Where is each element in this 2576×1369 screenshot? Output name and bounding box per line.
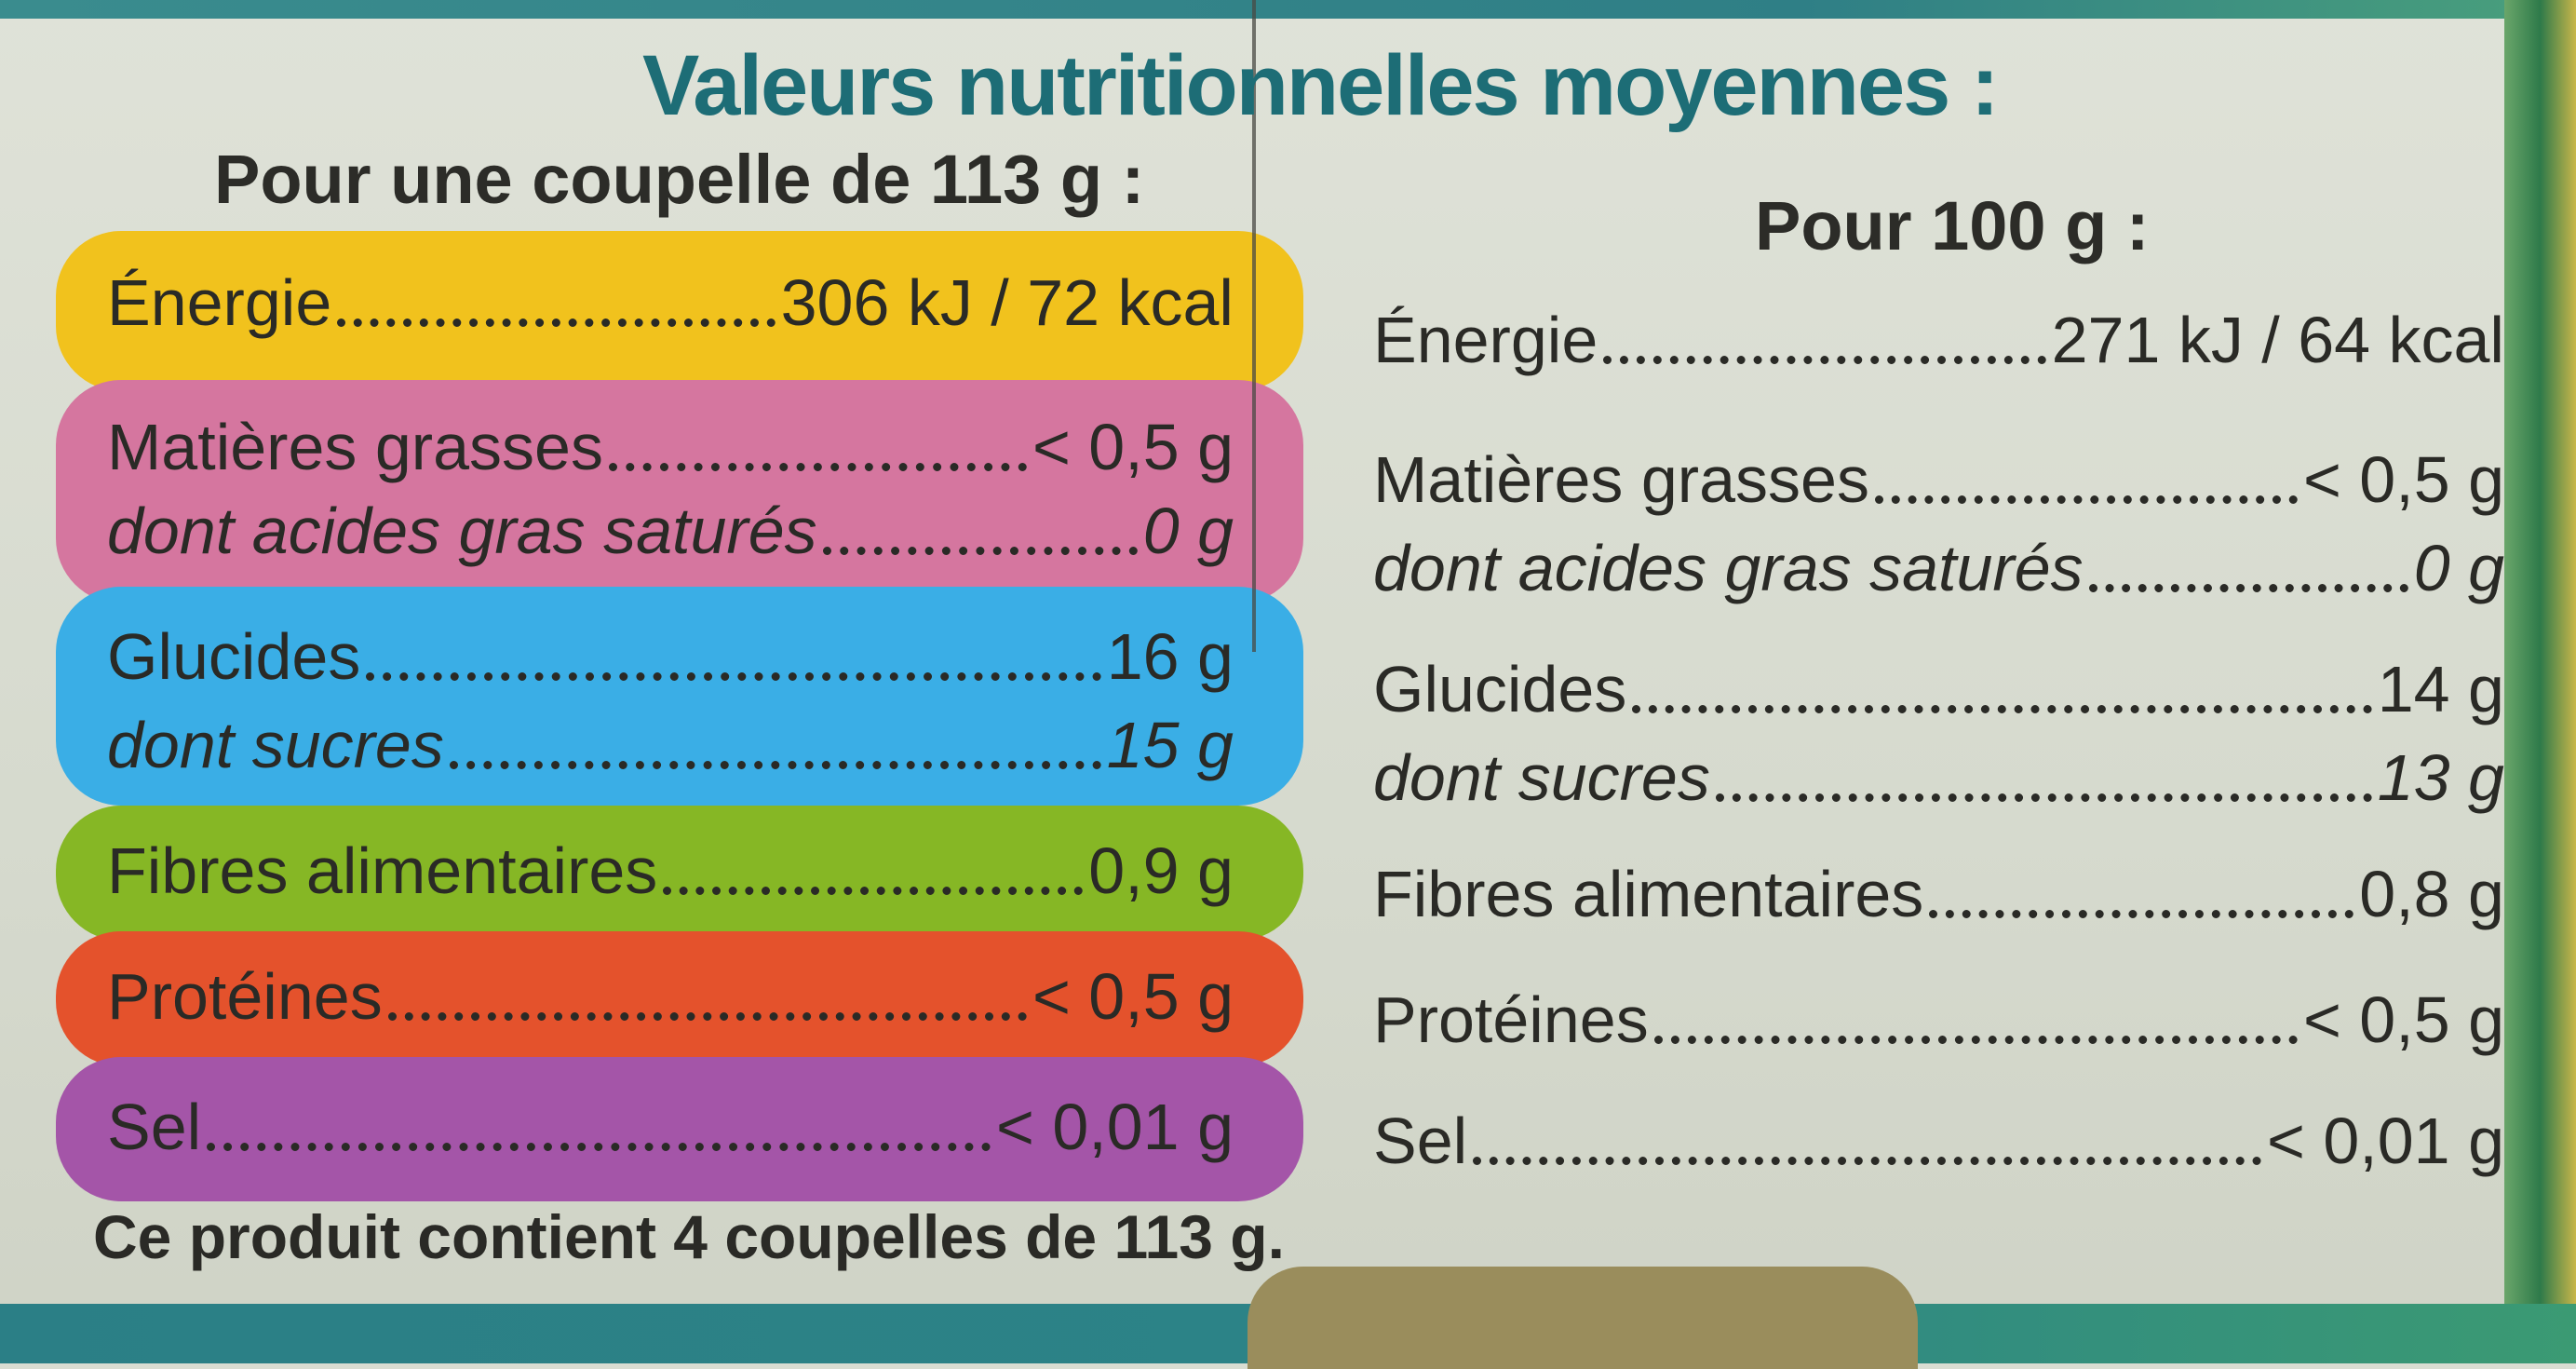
bottom-packaging-tab: [1248, 1267, 1918, 1369]
nutrient-value: 0,9 g: [1088, 834, 1234, 907]
energy-pill: [56, 231, 1303, 391]
nutrient-name: Sel: [107, 1091, 202, 1163]
portion-sugars-row: dont sucres 15 g: [107, 708, 1234, 782]
right-packaging-edge: [2504, 0, 2576, 1363]
leader-dots: [207, 1143, 991, 1151]
top-packaging-band: [0, 0, 2576, 19]
per100-sugars-row: dont sucres 13 g: [1373, 740, 2504, 815]
nutrient-value: 271 kJ / 64 kcal: [2051, 304, 2504, 376]
portion-fibre-row: Fibres alimentaires 0,9 g: [107, 834, 1234, 908]
leader-dots: [1874, 495, 2298, 504]
nutrient-name: Sel: [1373, 1105, 1468, 1177]
nutrient-name: Énergie: [107, 266, 332, 339]
nutrition-title: Valeurs nutritionnelles moyennes :: [642, 38, 2000, 133]
leader-dots: [663, 887, 1084, 895]
per100-energy-row: Énergie 271 kJ / 64 kcal: [1373, 303, 2504, 377]
portion-heading: Pour une coupelle de 113 g :: [214, 141, 1145, 218]
portion-salt-row: Sel < 0,01 g: [107, 1090, 1234, 1164]
nutrient-name: Matières grasses: [1373, 443, 1869, 516]
nutrient-value: 0 g: [2413, 532, 2504, 604]
nutrient-name: Énergie: [1373, 304, 1598, 376]
package-count-note: Ce produit contient 4 coupelles de 113 g…: [93, 1202, 1285, 1271]
portion-fat-row: Matières grasses < 0,5 g: [107, 410, 1234, 484]
leader-dots: [1632, 705, 2372, 713]
nutrient-value: 13 g: [2377, 741, 2504, 814]
nutrient-name: dont acides gras saturés: [107, 495, 817, 567]
nutrient-value: < 0,5 g: [2302, 983, 2504, 1056]
leader-dots: [1929, 910, 2354, 918]
nutrient-name: Glucides: [107, 620, 361, 693]
nutrient-value: < 0,5 g: [2302, 443, 2504, 516]
portion-carbs-row: Glucides 16 g: [107, 619, 1234, 694]
leader-dots: [449, 761, 1101, 769]
nutrient-value: 306 kJ / 72 kcal: [780, 266, 1234, 339]
leader-dots: [366, 672, 1101, 681]
nutrient-name: Fibres alimentaires: [1373, 858, 1924, 930]
portion-energy-row: Énergie 306 kJ / 72 kcal: [107, 265, 1234, 340]
per100-fat-row: Matières grasses < 0,5 g: [1373, 442, 2504, 517]
nutrient-value: 0,8 g: [2359, 858, 2504, 930]
nutrient-name: dont sucres: [107, 709, 444, 781]
nutrient-value: < 0,01 g: [2267, 1105, 2504, 1177]
nutrient-value: 14 g: [2377, 653, 2504, 725]
nutrient-name: Matières grasses: [107, 411, 603, 483]
leader-dots: [1603, 356, 2046, 364]
leader-dots: [608, 463, 1027, 471]
nutrient-name: dont acides gras saturés: [1373, 532, 2084, 604]
nutrient-value: < 0,5 g: [1032, 411, 1234, 483]
per100-fibre-row: Fibres alimentaires 0,8 g: [1373, 857, 2504, 931]
leader-dots: [1473, 1157, 2262, 1165]
per100-heading: Pour 100 g :: [1755, 187, 2150, 264]
per100-carbs-row: Glucides 14 g: [1373, 652, 2504, 726]
nutrient-value: < 0,5 g: [1032, 960, 1234, 1033]
fibre-pill: [56, 806, 1303, 941]
leader-dots: [2088, 584, 2408, 592]
portion-saturated-row: dont acides gras saturés 0 g: [107, 494, 1234, 568]
fat-pill: [56, 380, 1303, 603]
leader-dots: [1653, 1036, 2298, 1044]
nutrient-value: 0 g: [1142, 495, 1234, 567]
leader-dots: [337, 319, 775, 327]
nutrient-name: Protéines: [1373, 983, 1649, 1056]
leader-dots: [1715, 793, 2372, 802]
nutrient-value: 16 g: [1106, 620, 1234, 693]
leader-dots: [822, 547, 1138, 555]
salt-pill: [56, 1057, 1303, 1201]
portion-protein-row: Protéines < 0,5 g: [107, 959, 1234, 1034]
per100-protein-row: Protéines < 0,5 g: [1373, 983, 2504, 1057]
nutrient-name: Protéines: [107, 960, 383, 1033]
protein-pill: [56, 931, 1303, 1066]
per100-salt-row: Sel < 0,01 g: [1373, 1104, 2504, 1178]
nutrient-value: 15 g: [1106, 709, 1234, 781]
per100-saturated-row: dont acides gras saturés 0 g: [1373, 531, 2504, 605]
nutrient-value: < 0,01 g: [996, 1091, 1234, 1163]
nutrient-name: dont sucres: [1373, 741, 1710, 814]
nutrient-name: Glucides: [1373, 653, 1627, 725]
package-fold-line: [1252, 0, 1256, 652]
leader-dots: [387, 1012, 1027, 1021]
nutrient-name: Fibres alimentaires: [107, 834, 658, 907]
